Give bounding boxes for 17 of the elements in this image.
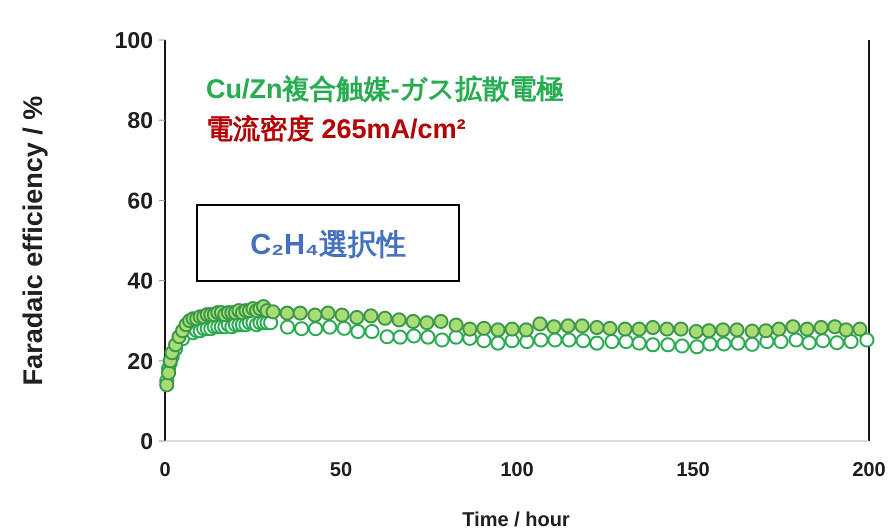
x-tick-label: 200 (852, 459, 886, 481)
y-tick-label: 100 (114, 27, 153, 53)
annotation: 電流密度 265mA/cm² (206, 114, 466, 144)
y-tick-label: 80 (127, 107, 153, 134)
y-tick-label: 40 (127, 268, 153, 294)
annotation: C₂H₄選択性 (196, 204, 460, 282)
annotation: C₂H₄選択性 (250, 229, 406, 261)
x-tick-label: 150 (676, 459, 710, 481)
x-tick-label: 100 (500, 459, 534, 481)
x-axis-title: Time / hour (462, 509, 570, 531)
y-tick-label: 20 (127, 348, 153, 374)
y-axis-title: Faradaic efficiency / % (18, 96, 48, 386)
annotation: Cu/Zn複合触媒-ガス拡散電極 (206, 74, 564, 104)
x-tick-label: 50 (330, 459, 352, 481)
x-tick-label: 0 (159, 459, 171, 481)
y-tick-label: 60 (127, 187, 153, 214)
y-tick-label: 0 (140, 428, 153, 454)
